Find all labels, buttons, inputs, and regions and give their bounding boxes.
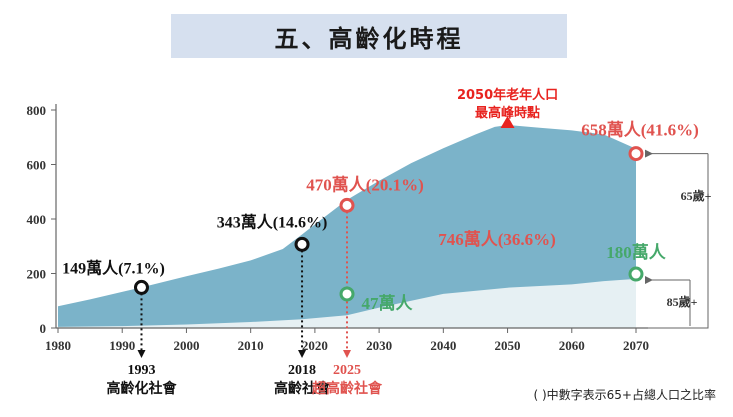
point-label-p1993: 149萬人(7.1%) <box>62 258 165 277</box>
x-tick-label: 2010 <box>238 338 264 353</box>
milestone-arrow-2025 <box>343 350 351 358</box>
x-tick-label: 2070 <box>623 338 649 353</box>
y-tick-label: 600 <box>27 158 47 173</box>
milestone-text-2018: 高齡社會 <box>274 380 331 397</box>
x-tick-label: 2030 <box>366 338 392 353</box>
bracket-65-label: 65歲+ <box>681 188 712 203</box>
point-label-p2070_85: 180萬人 <box>606 242 666 262</box>
peak-label-line2: 最高峰時點 <box>475 105 540 121</box>
milestone-year-2025: 2025 <box>333 363 361 378</box>
y-tick-label: 200 <box>27 267 47 282</box>
point-label-p2018: 343萬人(14.6%) <box>217 212 328 231</box>
y-tick-label: 0 <box>40 321 47 336</box>
x-tick-label: 2050 <box>495 338 521 353</box>
y-tick-label: 400 <box>27 212 47 227</box>
peak-marker <box>500 115 515 128</box>
point-label-p2070: 658萬人(41.6%) <box>581 120 699 140</box>
x-tick-label: 2000 <box>173 338 199 353</box>
point-label-p2025_85: 47萬人 <box>362 293 414 313</box>
point-p2070_85 <box>628 266 644 282</box>
footnote: ( )中數字表示65+占總人口之比率 <box>533 387 716 402</box>
peak-label-line1: 2050年老年人口 <box>457 87 558 103</box>
milestone-arrow-2018 <box>298 350 307 358</box>
point-p2018 <box>294 236 310 252</box>
mid-area-label: 746萬人(36.6%) <box>438 229 556 249</box>
point-p2025_85 <box>339 286 355 302</box>
area-85-plus <box>58 278 636 328</box>
x-tick-label: 1990 <box>109 338 135 353</box>
milestone-text-1993: 高齡化社會 <box>106 380 177 397</box>
point-p2025 <box>339 197 355 213</box>
bracket-85-label: 85歲+ <box>667 294 698 309</box>
milestone-year-2018: 2018 <box>288 363 316 378</box>
point-label-p2025: 470萬人(20.1%) <box>306 174 424 194</box>
page-title: 五、高齡化時程 <box>171 14 567 58</box>
y-tick-label: 800 <box>27 103 47 118</box>
x-tick-label: 2020 <box>302 338 328 353</box>
x-tick-label: 2040 <box>430 338 456 353</box>
milestone-text-2025: 超高齡社會 <box>311 380 383 397</box>
x-tick-label: 2060 <box>559 338 585 353</box>
point-p1993 <box>133 279 149 295</box>
point-p2070 <box>628 146 644 162</box>
bracket-65-line <box>644 153 709 329</box>
milestone-year-1993: 1993 <box>127 363 155 378</box>
x-tick-label: 1980 <box>45 338 71 353</box>
milestone-arrow-1993 <box>137 350 146 358</box>
